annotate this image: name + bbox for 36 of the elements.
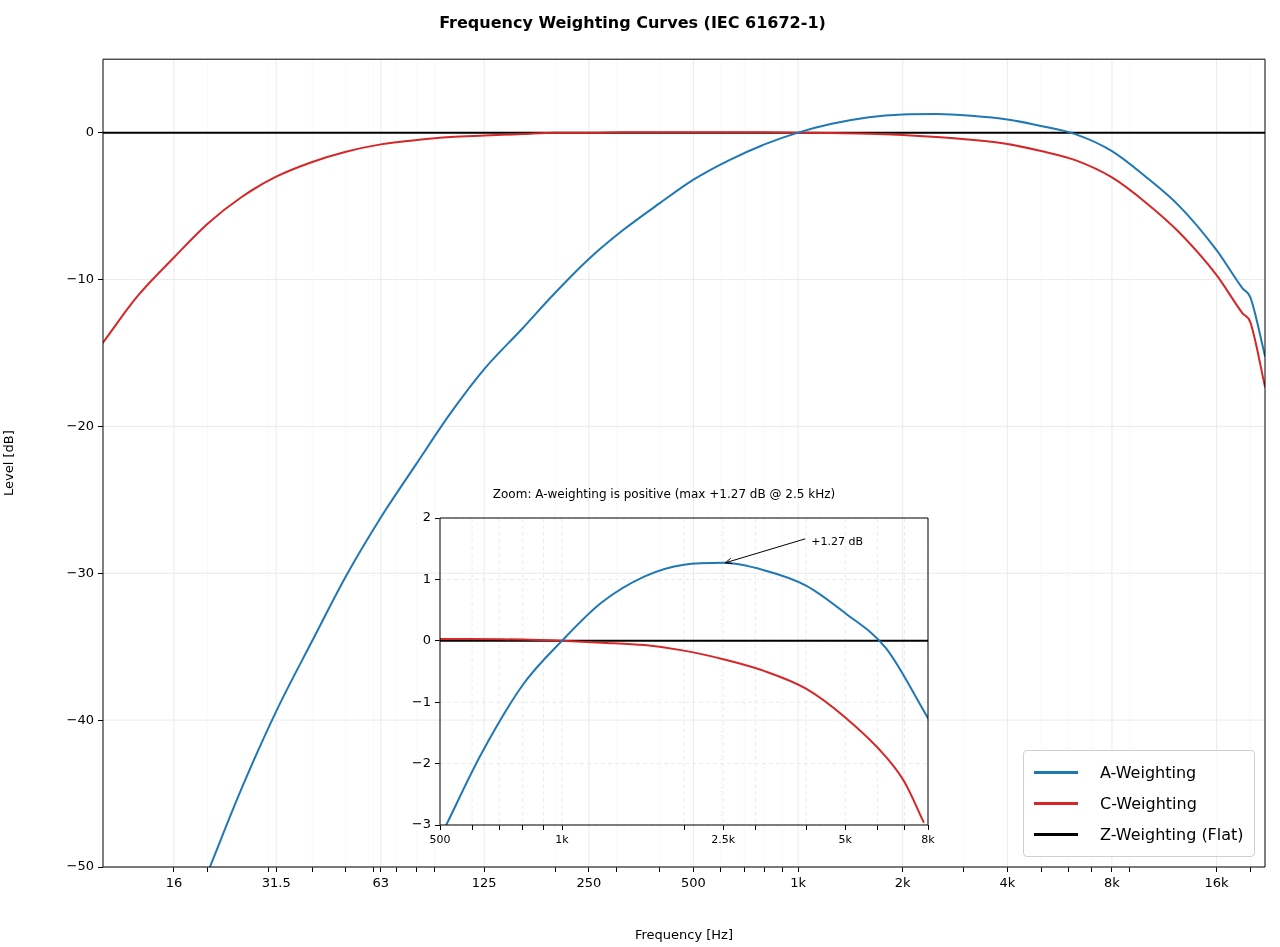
y-tick-label: 0 xyxy=(422,632,431,648)
y-tick-label: −3 xyxy=(411,816,431,832)
x-tick-label: 1k xyxy=(555,833,570,847)
y-tick-label: 2 xyxy=(422,509,431,525)
y-tick-label: −1 xyxy=(411,693,431,709)
y-tick-label: 1 xyxy=(422,570,431,586)
x-tick-label: 1k xyxy=(790,875,807,891)
x-tick-label: 16 xyxy=(165,875,183,891)
chart-title: Zoom: A-weighting is positive (max +1.27 dB @ 2.5 kHz) xyxy=(492,487,836,502)
x-tick-label: 125 xyxy=(471,875,497,891)
y-tick-label: −20 xyxy=(66,417,94,433)
x-tick-label: 2k xyxy=(894,875,912,891)
y-axis-title: Level [dB] xyxy=(1,430,17,496)
x-tick-label: 250 xyxy=(576,875,602,891)
chart-title: Frequency Weighting Curves (IEC 61672-1) xyxy=(439,12,826,32)
legend-label: Z-Weighting (Flat) xyxy=(1100,825,1244,844)
x-tick-label: 31.5 xyxy=(261,875,291,891)
y-tick-label: −30 xyxy=(66,564,94,580)
x-tick-label: 8k xyxy=(1104,875,1121,891)
legend-label: A-Weighting xyxy=(1100,763,1197,782)
x-tick-label: 8k xyxy=(921,833,936,847)
x-tick-label: 2.5k xyxy=(711,833,736,847)
annotation: +1.27 dB xyxy=(811,534,864,548)
x-tick-label: 16k xyxy=(1204,875,1230,891)
y-tick-label: −40 xyxy=(66,711,94,727)
x-tick-label: 500 xyxy=(429,833,451,847)
y-tick-label: 0 xyxy=(85,124,94,140)
legend-label: C-Weighting xyxy=(1100,794,1197,813)
x-axis-title: Frequency [Hz] xyxy=(634,926,734,942)
x-tick-label: 500 xyxy=(681,875,706,891)
y-tick-label: −50 xyxy=(66,858,94,874)
x-tick-label: 5k xyxy=(838,833,853,847)
y-tick-label: −10 xyxy=(66,270,94,286)
x-tick-label: 4k xyxy=(999,875,1016,891)
y-tick-label: −2 xyxy=(411,754,431,770)
x-tick-label: 63 xyxy=(372,875,390,891)
